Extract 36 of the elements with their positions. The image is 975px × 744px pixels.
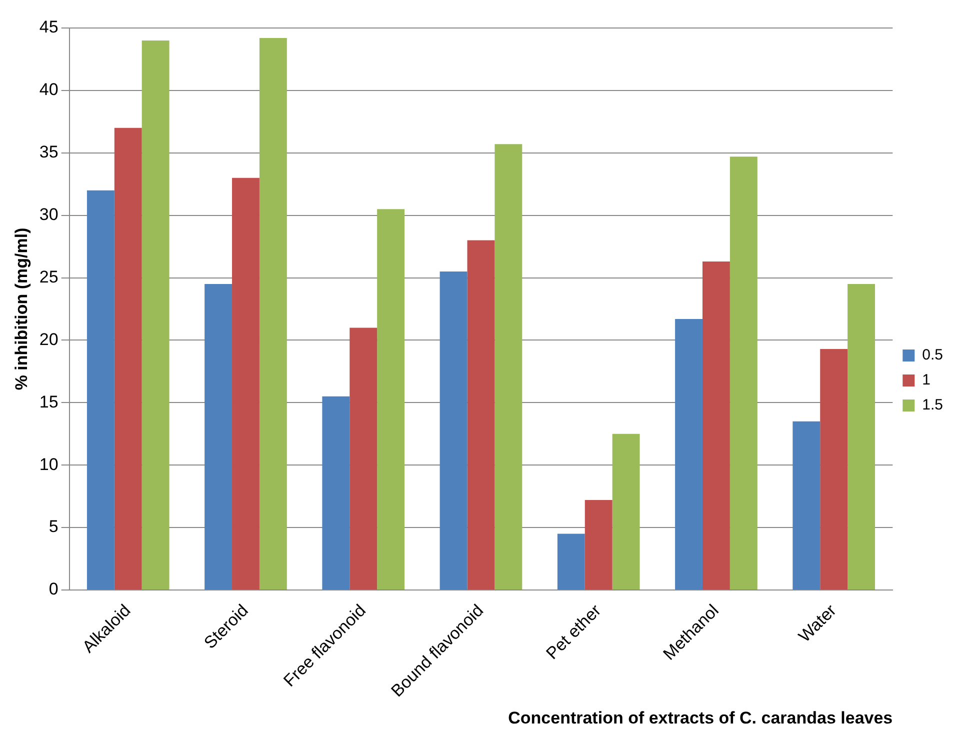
y-tick-label: 25 xyxy=(39,267,58,286)
bar xyxy=(584,500,612,590)
bar xyxy=(848,284,876,590)
bar xyxy=(730,156,758,590)
legend-label: 0.5 xyxy=(922,346,944,364)
bar xyxy=(142,40,170,590)
legend-label: 1.5 xyxy=(922,396,944,414)
bar xyxy=(702,262,730,590)
bar xyxy=(86,190,114,590)
y-tick-label: 5 xyxy=(48,517,58,536)
y-tick-label: 15 xyxy=(39,392,58,412)
legend-label: 1 xyxy=(922,372,930,389)
bar xyxy=(232,178,260,590)
bar xyxy=(494,144,522,590)
bar xyxy=(259,38,287,590)
bar xyxy=(467,240,495,590)
y-tick-label: 10 xyxy=(39,454,58,474)
bar xyxy=(675,318,702,590)
y-tick-label: 40 xyxy=(39,80,58,100)
y-tick-label: 0 xyxy=(48,580,58,599)
bar xyxy=(204,284,232,590)
bar xyxy=(612,434,640,590)
y-tick-label: 20 xyxy=(39,330,58,349)
x-axis-title: Concentration of extracts of C. carandas leaves xyxy=(508,708,893,728)
bar xyxy=(114,128,142,590)
y-tick-label: 45 xyxy=(39,18,58,37)
y-axis-title: % inhibition (mg/ml) xyxy=(12,228,31,390)
bar xyxy=(350,328,378,590)
bar xyxy=(557,534,585,590)
y-tick-label: 35 xyxy=(39,142,58,162)
bar xyxy=(377,209,405,590)
bar xyxy=(820,348,848,590)
bar xyxy=(792,421,820,590)
bar xyxy=(440,272,468,590)
y-tick-label: 30 xyxy=(39,205,58,224)
bar xyxy=(322,396,350,590)
